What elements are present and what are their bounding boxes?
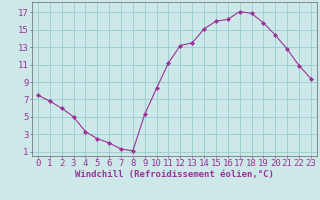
X-axis label: Windchill (Refroidissement éolien,°C): Windchill (Refroidissement éolien,°C) <box>75 170 274 179</box>
